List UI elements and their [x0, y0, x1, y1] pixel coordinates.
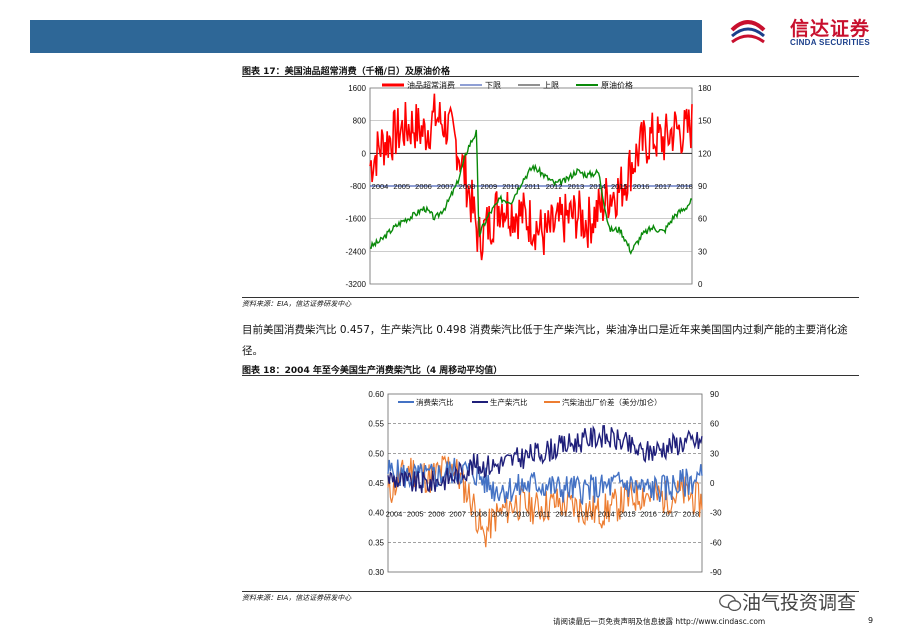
y-left-tick-label: 0.30: [368, 568, 384, 577]
y-left-tick-label: 0: [362, 149, 367, 158]
y-right-tick-label: 150: [698, 117, 712, 126]
x-tick-label: 2015: [611, 182, 628, 191]
series-production-ratio-line: [387, 425, 703, 494]
x-tick-label: 2018: [683, 510, 700, 519]
watermark-text: 油气投资调查: [742, 592, 857, 614]
x-tick-label: 2007: [449, 510, 466, 519]
x-tick-label: 2011: [534, 510, 550, 519]
x-tick-label: 2005: [407, 510, 424, 519]
x-tick-label: 2004: [372, 182, 389, 191]
page-number: 9: [868, 616, 874, 625]
y-left-tick-label: 0.35: [368, 538, 384, 547]
legend-label: 生产柴汽比: [490, 397, 528, 407]
y-right-tick-label: -60: [710, 538, 722, 547]
legend-label: 油品超常消费: [407, 80, 455, 90]
y-left-tick-label: -800: [350, 182, 367, 191]
y-left-tick-label: 0.50: [368, 449, 384, 458]
x-tick-label: 2006: [428, 510, 445, 519]
x-tick-label: 2007: [437, 182, 454, 191]
y-left-tick-label: 0.60: [368, 390, 384, 399]
y-right-tick-label: 180: [698, 84, 712, 93]
y-right-tick-label: 0: [698, 280, 703, 289]
figure-18-source: 资料来源：EIA，信达证券研发中心: [242, 594, 352, 602]
wechat-icon: [719, 594, 742, 612]
brand-subtitle: CINDA SECURITIES: [790, 38, 871, 47]
figure-18-top-rule: [242, 375, 859, 376]
figure-17-top-rule: [242, 76, 859, 77]
x-tick-label: 2012: [546, 182, 563, 191]
header-banner: [30, 20, 702, 53]
x-tick-label: 2016: [640, 510, 657, 519]
x-tick-label: 2013: [577, 510, 594, 519]
y-left-tick-label: 0.55: [368, 420, 384, 429]
x-tick-label: 2008: [459, 182, 476, 191]
figure-18-title: 图表 18：2004 年至今美国生产消费柴汽比（4 周移动平均值）: [242, 366, 503, 376]
brand-name: 信达证券: [790, 18, 871, 40]
figure-18-svg: 0.60 0.55 0.50 0.45 0.40 0.35 0.30 90 60 30 0 -30 -6…: [368, 390, 722, 577]
figure-17-svg: 1600 800 0 -800 -1600 -2400 -3200 180 150 120 90 60…: [346, 80, 712, 289]
x-tick-label: 2016: [633, 182, 650, 191]
legend-label: 下限: [485, 81, 501, 90]
y-left-tick-label: -1600: [346, 215, 367, 224]
x-tick-label: 2018: [676, 182, 693, 191]
body-paragraph: 目前美国消费柴汽比 0.457，生产柴汽比 0.498 消费柴汽比低于生产柴汽比…: [242, 324, 848, 357]
y-left-tick-label: 800: [353, 117, 367, 126]
x-tick-label: 2004: [386, 510, 403, 519]
y-right-tick-label: 90: [710, 390, 719, 399]
figure-17-chart: 1600 800 0 -800 -1600 -2400 -3200 180 150 120 90 60…: [330, 78, 750, 296]
x-tick-label: 2017: [661, 510, 678, 519]
x-tick-label: 2014: [598, 510, 615, 519]
footer-disclaimer: 请阅读最后一页免责声明及信息披露 http://www.cindasc.com: [553, 617, 766, 626]
x-tick-label: 2011: [524, 182, 540, 191]
y-left-tick-label: 1600: [348, 84, 366, 93]
figure-18-chart: 0.60 0.55 0.50 0.45 0.40 0.35 0.30 90 60 30 0 -30 -6…: [350, 382, 730, 582]
y-right-tick-label: 60: [710, 420, 719, 429]
legend-label: 汽柴油出厂价差（美分/加仑）: [562, 397, 662, 407]
x-tick-label: 2017: [654, 182, 671, 191]
x-tick-label: 2009: [480, 182, 497, 191]
x-tick-label: 2013: [567, 182, 584, 191]
y-right-tick-label: 90: [698, 182, 707, 191]
figure-17-title: 图表 17：美国油品超常消费（千桶/日）及原油价格: [242, 67, 450, 77]
x-tick-label: 2015: [619, 510, 636, 519]
legend-label: 上限: [543, 81, 559, 90]
series-consumption-ratio-line: [387, 457, 703, 506]
y-right-tick-label: 120: [698, 149, 712, 158]
figure-17-source: 资料来源：EIA，信达证券研发中心: [242, 300, 352, 308]
x-tick-label: 2006: [415, 182, 432, 191]
y-right-tick-label: 30: [710, 449, 719, 458]
series-price-line: [369, 129, 693, 255]
y-right-tick-label: 0: [710, 479, 715, 488]
legend-label: 消费柴汽比: [416, 397, 454, 407]
y-left-tick-label: -3200: [346, 280, 367, 289]
y-right-tick-label: -90: [710, 568, 722, 577]
series-spread-line: [387, 454, 703, 548]
series-consumption-line: [369, 93, 693, 261]
y-right-tick-label: -30: [710, 509, 722, 518]
y-right-tick-label: 30: [698, 247, 707, 256]
x-tick-label: 2009: [492, 510, 509, 519]
cinda-logo-icon: [730, 20, 766, 44]
y-right-tick-label: 60: [698, 215, 707, 224]
figure-18-bottom-rule: [242, 591, 859, 592]
x-tick-label: 2010: [502, 182, 519, 191]
figure-17-bottom-rule: [242, 297, 859, 298]
legend-label: 原油价格: [601, 80, 633, 90]
y-left-tick-label: 0.45: [368, 479, 384, 488]
x-tick-label: 2012: [555, 510, 572, 519]
x-tick-label: 2005: [393, 182, 410, 191]
y-left-tick-label: 0.40: [368, 509, 384, 518]
x-tick-label: 2010: [513, 510, 530, 519]
x-tick-label: 2014: [589, 182, 606, 191]
x-tick-label: 2008: [471, 510, 488, 519]
y-left-tick-label: -2400: [346, 247, 367, 256]
